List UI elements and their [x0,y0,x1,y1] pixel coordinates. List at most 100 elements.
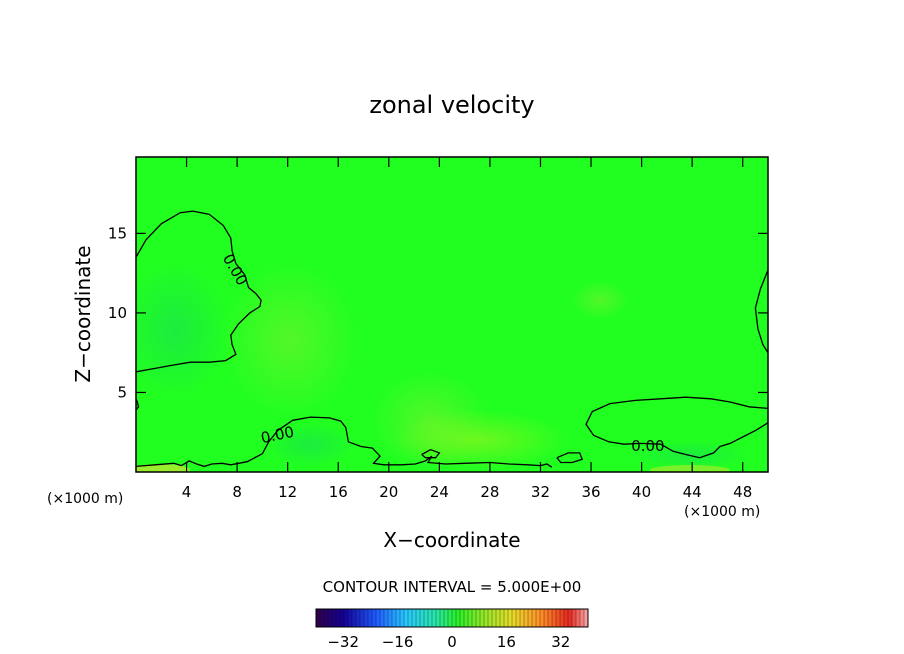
colorbar-swatch [536,609,541,627]
shading-blob [136,464,190,472]
colorbar-swatch [388,609,393,627]
colorbar-swatch [576,609,581,627]
colorbar-swatch [524,609,529,627]
x-tick-label: 8 [232,483,242,501]
contour-line-left-bottom [136,462,182,468]
colorbar-swatch [532,609,537,627]
colorbar-swatch [476,609,481,627]
colorbar-swatch [324,609,329,627]
colorbar-swatch [464,609,469,627]
x-tick-label: 36 [581,483,600,501]
colorbar-swatch [404,609,409,627]
colorbar-swatch [364,609,369,627]
colorbar-swatch [420,609,425,627]
colorbar-swatch [332,609,337,627]
colorbar-tick-label: −32 [327,633,359,651]
colorbar-swatch [376,609,381,627]
colorbar-swatch [348,609,353,627]
x-tick-label: 32 [531,483,550,501]
colorbar-swatch [572,609,577,627]
colorbar-swatch [340,609,345,627]
colorbar-swatch [548,609,553,627]
colorbar-swatch [392,609,397,627]
colorbar-swatch [584,609,589,627]
colorbar-swatch [552,609,557,627]
colorbar-swatch [408,609,413,627]
x-tick-label: 40 [632,483,651,501]
x-axis-label: X−coordinate [383,528,520,552]
colorbar-swatch [448,609,453,627]
x-tick-label: 44 [683,483,702,501]
colorbar-swatch [452,609,457,627]
colorbar-swatch [356,609,361,627]
colorbar-tick-label: 16 [497,633,516,651]
y-tick-label: 10 [108,304,127,322]
contour-line-island-24 [421,448,441,459]
colorbar-swatch [380,609,385,627]
shading-blob [570,280,630,320]
colorbar-tick-label: 32 [551,633,570,651]
contour-interval-text: CONTOUR INTERVAL = 5.000E+00 [323,578,582,596]
colorbar [315,609,589,627]
colorbar-swatch [468,609,473,627]
colorbar-swatch [436,609,441,627]
contour-label: 0.00 [631,437,664,455]
shading-blob [136,260,230,400]
colorbar-swatch [444,609,449,627]
contour-line-right-edge [754,269,768,354]
colorbar-swatch [540,609,545,627]
colorbar-swatch [492,609,497,627]
y-tick-label: 5 [117,383,127,401]
colorbar-swatch [328,609,333,627]
y-axis-label: Z−coordinate [71,245,95,382]
colorbar-swatch [316,609,321,627]
y-axis-ticks: 5 10 15 [108,224,768,401]
colorbar-swatch [504,609,509,627]
colorbar-swatch [484,609,489,627]
colorbar-swatch [520,609,525,627]
contour-line-right-bottom [585,396,768,459]
colorbar-swatch [372,609,377,627]
y-tick-label: 15 [108,224,127,242]
colorbar-swatch [496,609,501,627]
colorbar-swatch [556,609,561,627]
x-tick-label: 4 [182,483,192,501]
colorbar-frame [315,608,589,628]
colorbar-swatch [480,609,485,627]
colorbar-swatch [456,609,461,627]
colorbar-swatch [336,609,341,627]
shading-blob [650,465,730,472]
colorbar-swatch [368,609,373,627]
x-tick-label: 24 [430,483,449,501]
colorbar-tick-label: −16 [382,633,414,651]
colorbar-swatch [384,609,389,627]
colorbar-swatch [512,609,517,627]
x-tick-label: 16 [329,483,348,501]
colorbar-tick-label: 0 [447,633,457,651]
colorbar-swatch [432,609,437,627]
colorbar-swatch [416,609,421,627]
x-unit-left: (×1000 m) [47,491,123,507]
x-tick-label: 28 [480,483,499,501]
colorbar-swatch [580,609,585,627]
colorbar-swatch [460,609,465,627]
zero-contours [136,210,768,468]
colorbar-swatch [560,609,565,627]
colorbar-swatch [400,609,405,627]
colorbar-swatch [568,609,573,627]
colorbar-swatch [320,609,325,627]
x-tick-label: 12 [278,483,297,501]
contour-line-mid-bottom [181,416,553,468]
shading-blob [220,260,360,420]
colorbar-swatch [352,609,357,627]
colorbar-swatch [528,609,533,627]
colorbar-swatch [564,609,569,627]
chart-title: zonal velocity [369,91,534,119]
colorbar-tick-labels: −32 −16 0 16 32 [327,633,570,651]
colorbar-swatch [360,609,365,627]
colorbar-swatch [508,609,513,627]
colorbar-swatch [488,609,493,627]
shading-blob [390,410,570,470]
colorbar-swatch [396,609,401,627]
colorbar-swatch [500,609,505,627]
